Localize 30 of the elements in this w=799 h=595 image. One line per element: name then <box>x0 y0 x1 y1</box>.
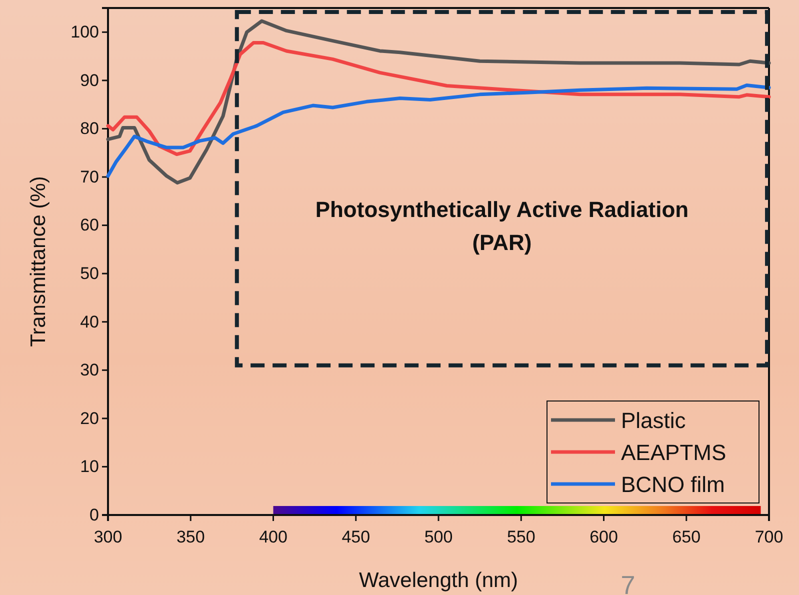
x-tick-label: 500 <box>424 528 453 547</box>
x-tick-label: 600 <box>590 528 618 547</box>
line-series <box>106 41 771 156</box>
x-tick-label: 650 <box>672 528 701 547</box>
y-tick-label: 80 <box>80 119 99 138</box>
y-tick-label: 10 <box>80 457 99 476</box>
x-tick-label: 550 <box>506 528 536 547</box>
line-series <box>106 19 771 185</box>
y-tick-label: 100 <box>70 22 99 42</box>
y-tick-label: 20 <box>80 408 99 428</box>
y-axis-title: Transmittance (%) <box>27 176 50 347</box>
legend-label: BCNO film <box>621 472 725 497</box>
y-tick-label: 50 <box>80 264 99 284</box>
x-axis-title: Wavelength (nm) <box>358 569 518 592</box>
legend-label: AEAPTMS <box>621 440 726 465</box>
y-tick-label: 30 <box>80 360 99 380</box>
y-tick-label: 90 <box>80 70 99 90</box>
y-tick-label: 70 <box>80 167 99 186</box>
y-tick-label: 0 <box>90 505 99 524</box>
x-tick-label: 300 <box>94 528 122 547</box>
x-tick-label: 350 <box>176 528 205 547</box>
y-tick-label: 40 <box>80 312 99 332</box>
legend-label: Plastic <box>621 408 686 433</box>
text: 7 <box>620 570 636 595</box>
x-tick-label: 450 <box>342 528 370 547</box>
x-tick-label: 700 <box>754 528 784 547</box>
line-series <box>106 84 771 178</box>
y-tick-label: 60 <box>80 216 99 235</box>
annotation: Photosynthetically Active Radiation (PAR) <box>315 197 689 255</box>
x-tick-label: 400 <box>259 528 288 547</box>
